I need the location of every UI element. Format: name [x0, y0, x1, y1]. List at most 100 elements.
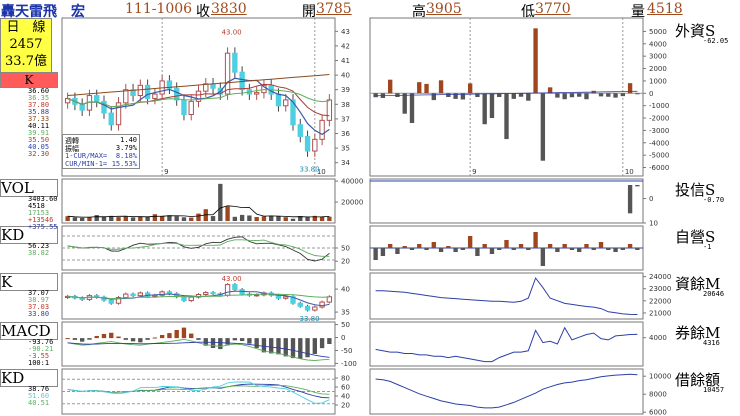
candle-body	[79, 297, 85, 300]
borrow-label[interactable]: 借餘額	[675, 371, 721, 389]
macd-bar	[254, 338, 259, 349]
trust-label[interactable]: 投信S	[675, 181, 716, 199]
k-tag[interactable]: K	[0, 72, 58, 88]
y-tick-label: 50	[341, 245, 350, 253]
candle-body	[152, 93, 158, 99]
dif-line	[67, 338, 330, 361]
legend-value: 40.51	[28, 399, 50, 407]
y-tick-label: 40	[341, 72, 350, 80]
dealer-bar	[453, 248, 458, 252]
macd-bar	[203, 338, 208, 346]
y-tick-label: 0	[649, 195, 653, 203]
foreign-bar	[584, 93, 589, 100]
dealer-bar	[373, 248, 378, 260]
candle-body	[174, 293, 180, 298]
kd-label[interactable]: KD	[0, 226, 58, 244]
foreign-bar	[598, 93, 604, 97]
foreign-panel	[369, 17, 644, 177]
legend-value: 37.33	[28, 115, 50, 123]
dealer-bar	[547, 244, 553, 248]
candle-body	[79, 103, 85, 111]
candle-body	[283, 296, 289, 299]
y-tick-label: 38	[341, 101, 350, 109]
foreign-label[interactable]: 外資S	[675, 22, 716, 40]
short-panel	[369, 321, 644, 367]
candle-body	[217, 87, 223, 95]
dealer-label[interactable]: 自營S	[675, 228, 716, 246]
foreign-bar	[518, 93, 524, 97]
volume-bar	[196, 213, 201, 221]
margin-label[interactable]: 資餘M	[675, 275, 721, 293]
candle-body	[312, 306, 318, 311]
dealer-bar	[562, 244, 567, 248]
d-line	[67, 384, 330, 395]
foreign-bar	[526, 93, 531, 101]
candle-body	[246, 89, 253, 95]
foreign-bar	[627, 83, 633, 94]
macd-label[interactable]: MACD	[0, 322, 58, 340]
y-tick-label: 36	[341, 130, 350, 138]
ma5-line	[67, 290, 330, 307]
dealer-bar	[518, 244, 524, 248]
x-tick-label: 10	[317, 168, 326, 176]
macd-bar	[145, 338, 150, 340]
candle-body	[130, 89, 136, 97]
foreign-bar	[424, 83, 429, 94]
short-label[interactable]: 券餘M	[675, 324, 721, 342]
volume-bar	[101, 216, 107, 221]
macd-bar	[269, 338, 274, 354]
volume-bar	[167, 215, 172, 221]
volume-bar	[181, 217, 187, 221]
candle-body	[137, 292, 144, 297]
vol-panel	[61, 178, 336, 224]
legend-value: 17153	[28, 209, 50, 217]
macd-bar	[290, 338, 296, 359]
y-tick-label: 40000	[341, 178, 363, 186]
stats-box: 週轉 1.40 振幅 3.79% 1-CUR/MAX= 8.18% CUR/MIN-1= 15…	[62, 134, 140, 169]
d-line	[67, 239, 330, 257]
candle-body	[101, 296, 107, 301]
k-line	[67, 383, 330, 399]
legend-value: 51.60	[28, 392, 50, 400]
foreign-bar	[475, 93, 480, 97]
stats-value: 3.79%	[115, 144, 137, 152]
legend-value: 36.35	[28, 94, 50, 102]
dealer-bar	[417, 244, 422, 248]
candle-body	[253, 92, 260, 95]
volume-bar	[94, 215, 99, 221]
kd2-label[interactable]: KD	[0, 369, 58, 387]
legend-value: +375.55	[28, 223, 58, 231]
open-value: 3785	[316, 1, 352, 17]
close-value: 3830	[211, 1, 247, 17]
period-label: 日 線	[6, 20, 46, 35]
low-label: 低	[521, 4, 535, 20]
candle-body	[326, 99, 333, 121]
legend-value: 38.97	[28, 296, 50, 304]
y-tick-label: -5000	[649, 152, 669, 160]
foreign-bar	[446, 93, 451, 97]
ma5-line	[67, 77, 330, 136]
k2-panel	[61, 272, 336, 320]
candle-body	[195, 293, 202, 298]
stock-name: 轟天雷飛 宏	[1, 4, 85, 20]
foreign-cum-line	[375, 90, 638, 97]
dealer-bar	[577, 248, 582, 252]
macd-bar	[130, 338, 136, 342]
vol-label[interactable]: VOL	[0, 179, 58, 197]
candle-body	[224, 52, 231, 95]
legend-value: 39.91	[28, 129, 50, 137]
foreign-bar	[409, 93, 415, 123]
legend-value: -93.76	[28, 338, 54, 346]
legend-value: -3.55	[28, 352, 50, 360]
candle-body	[130, 293, 136, 297]
high-mark: 43.00	[222, 28, 242, 36]
k-line	[67, 236, 330, 262]
foreign-bar	[591, 90, 596, 94]
y-tick-label: 43	[341, 28, 350, 36]
volume-ma-line	[67, 205, 330, 218]
volume-bar	[218, 183, 223, 221]
dealer-readout: -1	[703, 243, 712, 251]
candle-body	[268, 84, 274, 95]
macd-bar	[298, 338, 303, 359]
k-label[interactable]: K	[0, 273, 58, 291]
